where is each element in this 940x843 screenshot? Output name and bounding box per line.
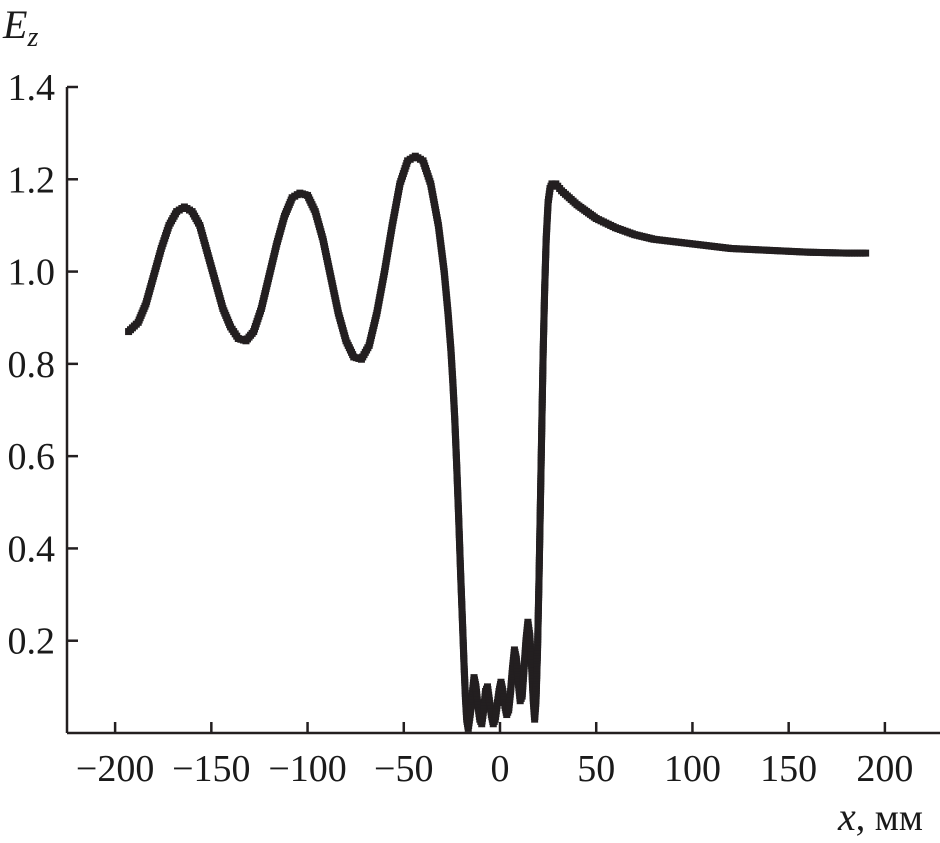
x-tick-label: −50 bbox=[374, 748, 433, 790]
y-ticks: 0.2 0.4 0.6 0.8 1.0 1.2 1.4 bbox=[8, 67, 78, 663]
data-series bbox=[125, 152, 870, 732]
x-tick-label: −150 bbox=[172, 748, 250, 790]
x-tick-label: −200 bbox=[76, 748, 154, 790]
y-axis-label: Ez bbox=[2, 2, 38, 53]
x-tick-label: 100 bbox=[664, 748, 721, 790]
y-axis-label-subscript: z bbox=[26, 22, 38, 53]
y-tick-label: 0.4 bbox=[8, 528, 56, 570]
series-line bbox=[127, 155, 866, 729]
y-tick-label: 0.6 bbox=[8, 436, 56, 478]
x-axis-label-main: x bbox=[837, 794, 856, 839]
x-axis-label: x, мм bbox=[837, 794, 923, 839]
x-axis-label-unit: , мм bbox=[856, 797, 923, 839]
x-tick-label: 50 bbox=[577, 748, 615, 790]
y-tick-label: 1.4 bbox=[8, 67, 56, 109]
y-tick-label: 0.8 bbox=[8, 344, 56, 386]
x-tick-label: 200 bbox=[856, 748, 913, 790]
y-axis-label-main: E bbox=[2, 2, 27, 47]
x-tick-label: 150 bbox=[760, 748, 817, 790]
x-tick-label: 0 bbox=[491, 748, 510, 790]
data-point bbox=[862, 249, 870, 257]
y-tick-label: 1.2 bbox=[8, 159, 56, 201]
y-tick-label: 0.2 bbox=[8, 621, 56, 663]
data-point bbox=[548, 180, 556, 188]
x-ticks: −200 −150 −100 −50 0 50 100 150 200 bbox=[76, 722, 913, 790]
x-tick-label: −100 bbox=[268, 748, 346, 790]
y-tick-label: 1.0 bbox=[8, 252, 56, 294]
axes bbox=[65, 87, 940, 735]
